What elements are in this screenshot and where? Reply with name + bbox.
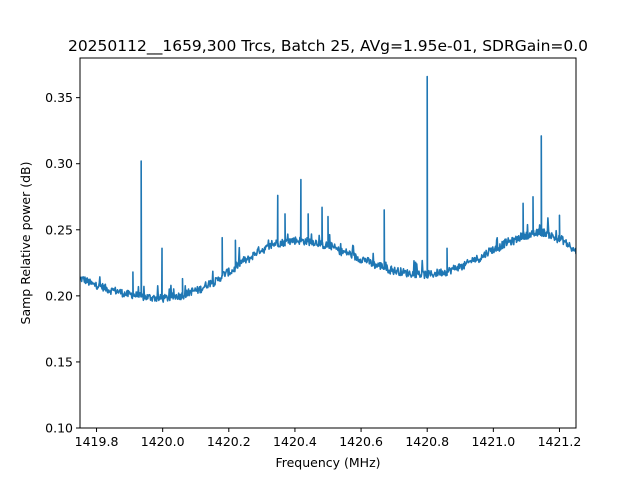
x-tick-label: 1420.4 — [273, 434, 317, 449]
x-tick-label: 1420.8 — [405, 434, 449, 449]
x-tick-label: 1420.6 — [339, 434, 383, 449]
x-axis: 1419.8 1420.0 1420.2 1420.4 1420.6 1420.8 1421… — [75, 428, 582, 449]
y-tick-label: 0.15 — [45, 354, 73, 369]
x-tick-label: 1421.2 — [538, 434, 582, 449]
x-tick-label: 1420.2 — [207, 434, 251, 449]
y-tick-label: 0.10 — [45, 421, 73, 436]
y-tick-label: 0.30 — [45, 156, 73, 171]
y-tick-label: 0.25 — [45, 222, 73, 237]
series-line — [80, 75, 576, 303]
y-tick-label: 0.20 — [45, 288, 73, 303]
x-axis-label: Frequency (MHz) — [275, 455, 380, 470]
x-tick-label: 1421.0 — [471, 434, 515, 449]
y-axis: 0.10 0.15 0.20 0.25 0.30 0.35 — [45, 90, 80, 436]
chart-title: 20250112__1659,300 Trcs, Batch 25, AVg=1… — [68, 37, 588, 56]
plot-frame — [79, 57, 577, 429]
y-axis-label: Samp Relative power (dB) — [18, 162, 33, 325]
x-tick-label: 1420.0 — [141, 434, 185, 449]
series-layer — [80, 75, 576, 303]
x-tick-label: 1419.8 — [75, 434, 119, 449]
y-tick-label: 0.35 — [45, 90, 73, 105]
